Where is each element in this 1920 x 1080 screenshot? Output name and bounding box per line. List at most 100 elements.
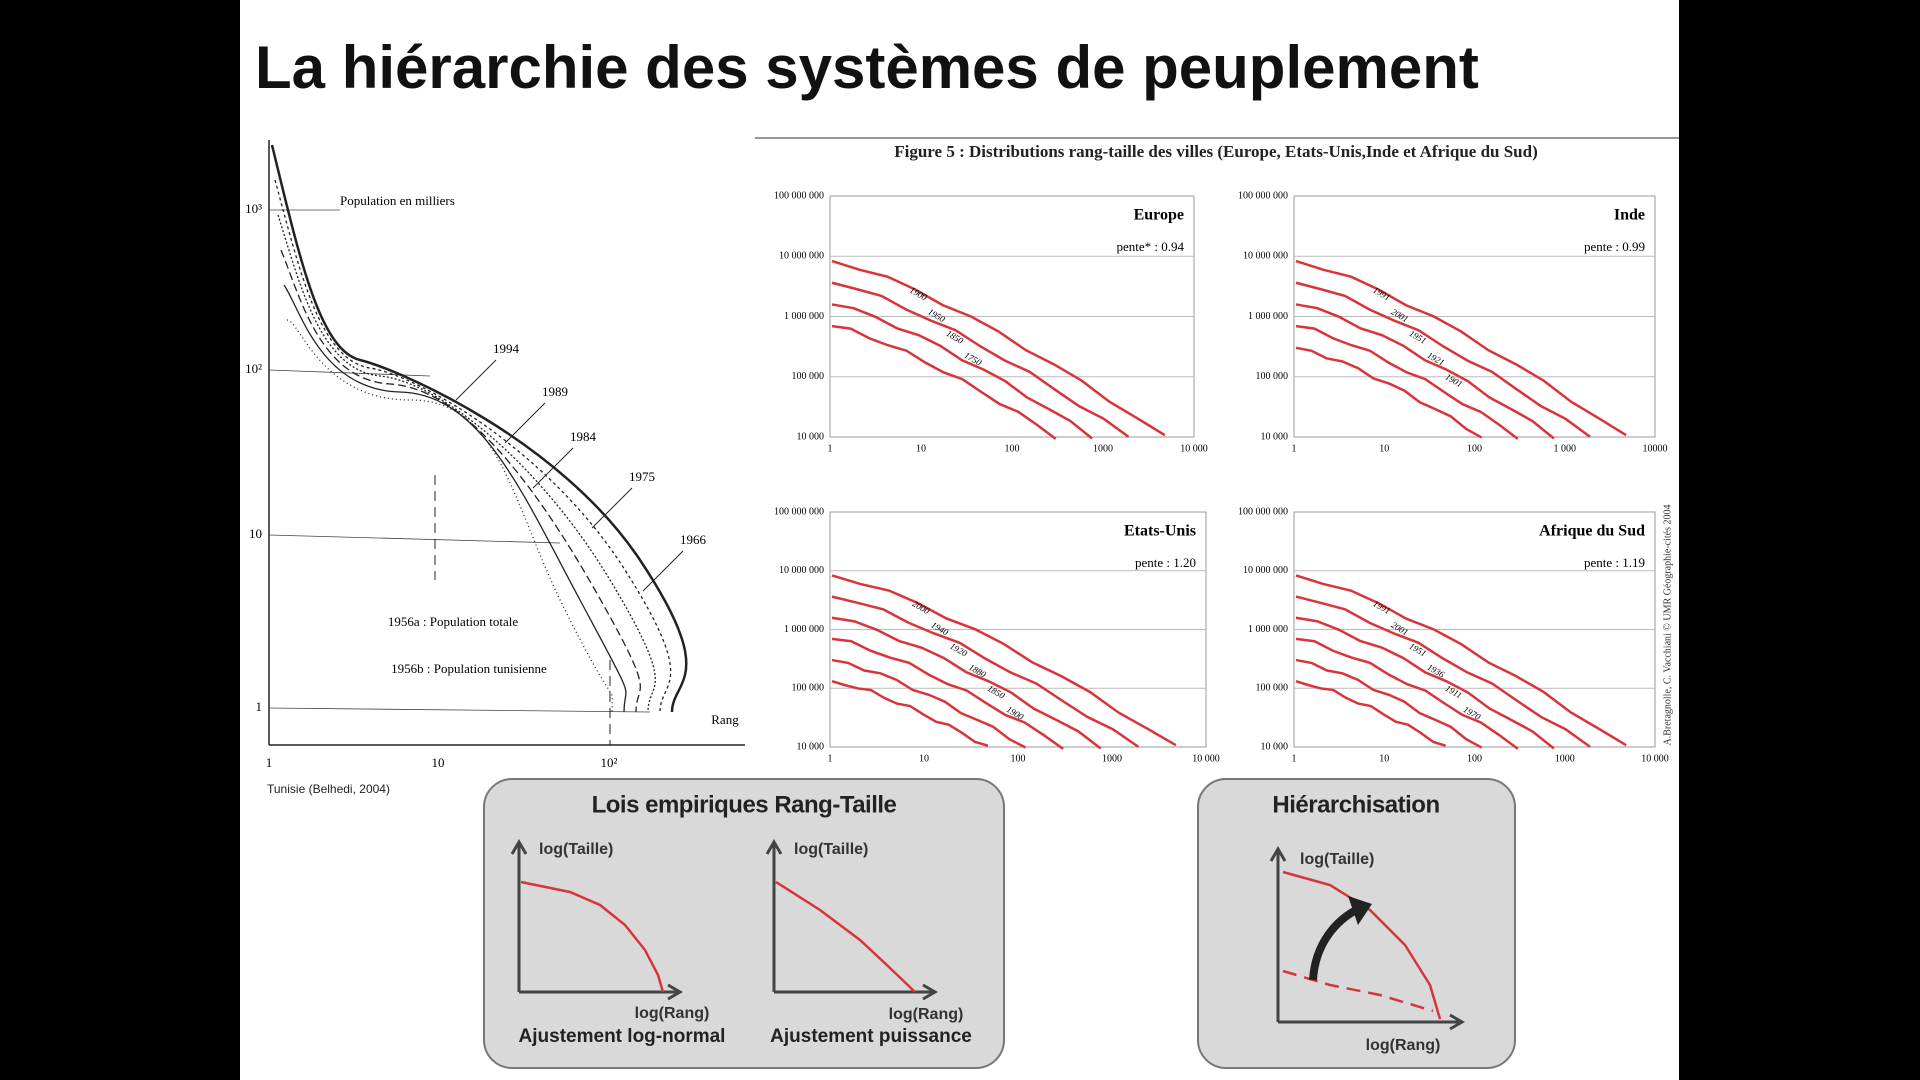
panel-name: Europe xyxy=(1134,207,1184,224)
figure-credit: A.Bretagnolle, C. Vacchiani © UMR Géogra… xyxy=(1662,505,1673,746)
pointer xyxy=(504,402,546,444)
laws-title: Lois empiriques Rang-Taille xyxy=(592,791,897,818)
panel-slope: pente : 1.19 xyxy=(1584,555,1645,570)
x-tick-label: 10 000 xyxy=(1180,443,1208,454)
x-tick-label: 1 xyxy=(1292,443,1297,454)
panel-name: Afrique du Sud xyxy=(1539,523,1645,540)
curve xyxy=(280,249,641,713)
curve xyxy=(1295,303,1555,440)
figure-title: Figure 5 : Distributions rang-taille des… xyxy=(894,142,1538,161)
x-tick-label: 10 xyxy=(916,443,926,454)
y-tick-label: 100 000 xyxy=(792,371,825,382)
y-tick-label: 10 000 000 xyxy=(1243,251,1288,262)
x-tick-label: 10² xyxy=(601,755,618,770)
curve xyxy=(1295,658,1483,749)
y-axis-label: log(Taille) xyxy=(794,841,868,858)
axis-y xyxy=(1269,846,1287,1022)
y-axis-label: log(Taille) xyxy=(539,841,613,858)
curve xyxy=(1295,281,1591,438)
y-tick-label: 1 000 000 xyxy=(784,624,824,635)
x-tick-label: 10 000 xyxy=(1192,753,1220,764)
y-tick-label: 10 000 000 xyxy=(779,565,824,576)
year-label: 1966 xyxy=(680,532,707,547)
curve xyxy=(775,880,916,993)
pointer xyxy=(455,359,497,401)
x-tick-label: 100 xyxy=(1011,753,1026,764)
curve xyxy=(831,281,1130,438)
caption: Ajustement log-normal xyxy=(519,1026,726,1047)
y-tick-label: 10 000 xyxy=(797,741,825,752)
note-label: 1956b : Population tunisienne xyxy=(391,661,547,676)
curve xyxy=(286,319,614,713)
x-tick-label: 10000 xyxy=(1643,443,1668,454)
x-tick-label: 1000 xyxy=(1555,753,1575,764)
curve xyxy=(1295,616,1555,750)
curve xyxy=(831,616,1102,750)
y-tick-label: 1 000 000 xyxy=(1248,311,1288,322)
pointer xyxy=(642,550,684,592)
x-tick-label: 1 xyxy=(828,753,833,764)
y-tick-label: 10 000 xyxy=(797,431,825,442)
panel-name: Etats-Unis xyxy=(1124,523,1196,540)
caption: Ajustement puissance xyxy=(770,1026,972,1047)
x-tick-label: 1 000 xyxy=(1554,443,1577,454)
y-tick-label: 10 000 000 xyxy=(1243,565,1288,576)
y-tick-label: 100 000 000 xyxy=(1238,506,1288,517)
x-tick-label: 1 xyxy=(828,443,833,454)
x-tick-label: 1 xyxy=(266,755,273,770)
year-label: 1989 xyxy=(542,384,568,399)
curve xyxy=(831,303,1093,440)
curve xyxy=(831,324,1057,440)
curve xyxy=(1295,680,1446,747)
laws-box xyxy=(483,778,1005,1069)
y-tick-label: 10² xyxy=(245,361,262,376)
year-label: 1984 xyxy=(570,429,597,444)
year-label: 1994 xyxy=(493,341,520,356)
x-tick-label: 1000 xyxy=(1093,443,1113,454)
y-tick-label: 100 000 000 xyxy=(774,190,824,201)
curve xyxy=(831,658,1027,749)
panel-slope: pente : 0.99 xyxy=(1584,239,1645,254)
axis-x xyxy=(774,983,938,1001)
pointer xyxy=(591,487,633,529)
arrow xyxy=(1309,904,1362,981)
year-label: 1975 xyxy=(629,469,655,484)
x-tick-label: 100 xyxy=(1005,443,1020,454)
guide-line xyxy=(268,707,651,713)
curve xyxy=(277,214,656,713)
hierarchy-title: Hiérarchisation xyxy=(1272,791,1439,818)
note-label: 1956a : Population totale xyxy=(388,614,519,629)
axis-x xyxy=(519,983,683,1001)
curve xyxy=(270,144,688,713)
dashed-curve xyxy=(1282,969,1434,1013)
x-tick-label: 100 xyxy=(1467,443,1482,454)
x-tick-label: 1000 xyxy=(1102,753,1122,764)
curve xyxy=(831,680,989,747)
curve xyxy=(283,284,627,713)
y-axis-label: Population en milliers xyxy=(340,193,455,208)
curve xyxy=(1295,595,1591,748)
tunisia-source: Tunisie (Belhedi, 2004) xyxy=(267,782,390,796)
slide-title: La hiérarchie des systèmes de peuplement xyxy=(255,34,1479,101)
y-tick-label: 10 000 000 xyxy=(779,251,824,262)
pointer xyxy=(532,447,574,489)
axis-y xyxy=(765,839,783,992)
y-tick-label: 10 000 xyxy=(1261,431,1289,442)
curve xyxy=(831,637,1064,750)
x-axis-label: log(Rang) xyxy=(1366,1037,1441,1054)
x-tick-label: 1 xyxy=(1292,753,1297,764)
curve xyxy=(1282,870,1442,1020)
curve xyxy=(274,179,672,713)
x-tick-label: 10 xyxy=(919,753,929,764)
curve xyxy=(831,574,1177,747)
panel-slope: pente : 1.20 xyxy=(1135,555,1196,570)
curve xyxy=(1295,324,1519,440)
curve xyxy=(831,259,1166,437)
y-axis-label: log(Taille) xyxy=(1300,851,1374,868)
axis-y xyxy=(510,839,528,992)
y-tick-label: 10³ xyxy=(245,201,262,216)
y-tick-label: 10 000 xyxy=(1261,741,1289,752)
y-tick-label: 100 000 xyxy=(1256,371,1289,382)
y-tick-label: 100 000 000 xyxy=(774,506,824,517)
